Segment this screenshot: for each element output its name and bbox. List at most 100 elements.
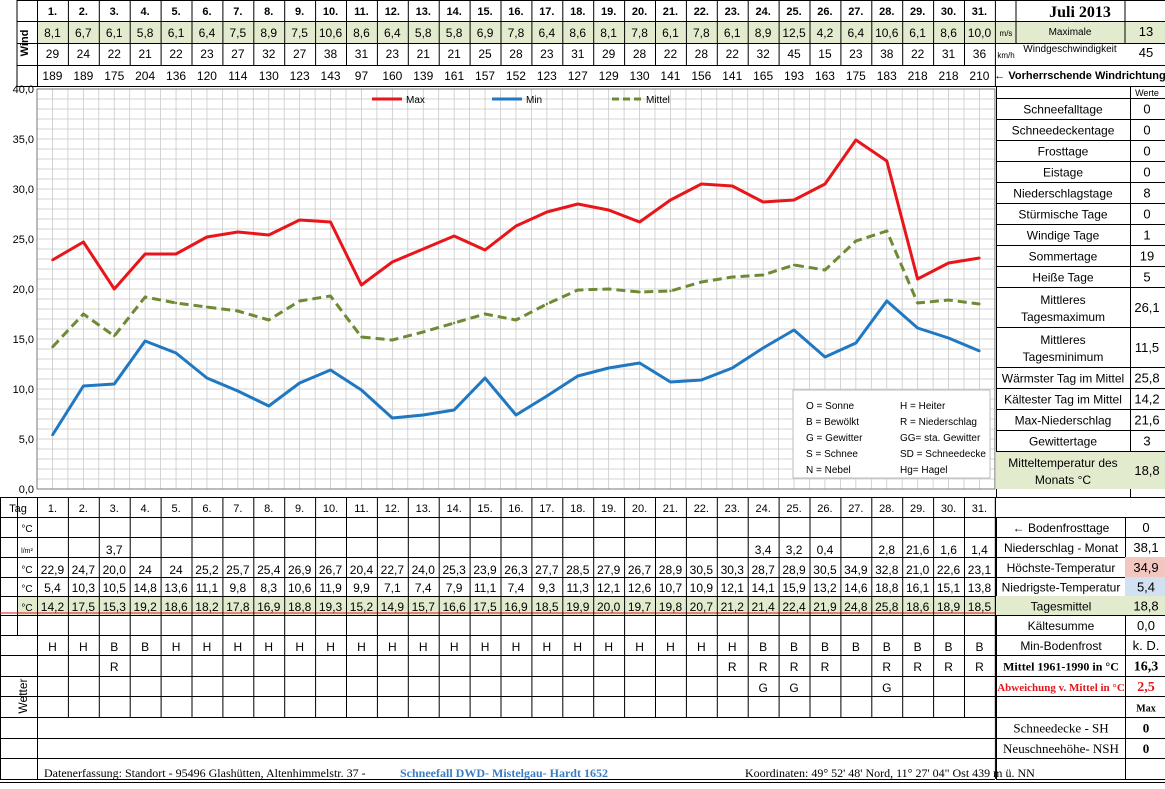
data-point-max <box>298 218 301 222</box>
min-temp-cell: 7,9 <box>446 581 463 595</box>
weather-legend-item: S = Schnee <box>806 449 858 460</box>
precip-cell: 3,7 <box>106 543 123 557</box>
max-temp-cell: 26,3 <box>504 563 528 577</box>
wind-kmh-cell: 31 <box>571 47 585 61</box>
data-point-min <box>545 394 549 398</box>
day-label: 30. <box>941 503 956 515</box>
day-label: 13. <box>416 503 431 515</box>
mean-label-highlight <box>996 596 1125 615</box>
wind-kmh-cell: 31 <box>355 47 369 61</box>
day-header: 6. <box>202 6 211 18</box>
wind-direction-cell: 193 <box>784 69 804 83</box>
bottom-stat-label: Tagesmittel <box>1031 600 1092 614</box>
data-point-min <box>700 378 703 382</box>
weather-code-cell: H <box>543 640 552 654</box>
wind-direction-cell: 165 <box>753 69 773 83</box>
data-point-max <box>391 260 394 264</box>
wind-direction-cell: 136 <box>166 69 186 83</box>
data-point-max <box>143 252 147 256</box>
wind-direction-cell: 218 <box>939 69 959 83</box>
plot-border <box>36 88 996 490</box>
wind-direction-cell: 189 <box>73 69 93 83</box>
side-stat-label: Heiße Tage <box>1032 271 1093 285</box>
min-temp-cell: 9,9 <box>353 581 370 595</box>
bottom-stat-label: Abweichung v. Mittel in °C <box>997 682 1125 694</box>
y-tick-label: 0,0 <box>19 484 34 496</box>
side-stat-label: Sommertage <box>1029 250 1098 264</box>
mean-temp-cell: 14,9 <box>381 600 405 614</box>
day-header: 5. <box>171 6 180 18</box>
min-temp-cell: 11,1 <box>196 581 219 595</box>
day-header: 12. <box>385 6 400 18</box>
side-stat-value: 8 <box>1143 186 1150 201</box>
mean-temp-cell: 25,8 <box>875 600 899 614</box>
day-label: 23. <box>725 503 740 515</box>
weather-code-cell: H <box>388 640 397 654</box>
mean-temp-cell: 19,8 <box>659 600 683 614</box>
mean-temp-cell: 22,4 <box>782 600 806 614</box>
wind-kmh-cell: 28 <box>695 47 709 61</box>
wind-direction-cell: 130 <box>259 69 279 83</box>
wind-ms-cell: 6,4 <box>848 26 865 40</box>
day-header: 27. <box>848 6 863 18</box>
side-stat-label: Mittleres <box>1040 333 1085 347</box>
page-title: Juli 2013 <box>1049 4 1111 21</box>
data-point-max <box>978 256 981 260</box>
weather-legend-item: R = Niederschlag <box>900 417 977 428</box>
min-temp-cell: 11,9 <box>319 581 342 595</box>
day-label: 9. <box>295 503 304 515</box>
day-label: 1. <box>48 503 57 515</box>
day-header: 4. <box>141 6 150 18</box>
wind-direction-cell: 129 <box>599 69 619 83</box>
footer: Datenerfassung: Standort - 95496 Glashüt… <box>0 766 1165 783</box>
max-temp-cell: 34,9 <box>844 563 868 577</box>
data-point-mittel <box>113 334 116 338</box>
data-point-mittel <box>82 312 85 316</box>
wind-kmh-cell: 22 <box>726 47 740 61</box>
min-temp-cell: 10,6 <box>288 581 312 595</box>
mean-value-highlight <box>1125 596 1165 615</box>
unit-label: l/m² <box>21 548 33 555</box>
data-point-max <box>916 277 919 281</box>
footer-coordinates: Koordinaten: 49° 52' 48' Nord, 11° 27' 0… <box>745 766 1035 780</box>
side-stat-value: 25,8 <box>1134 371 1159 386</box>
data-point-mittel <box>885 229 888 233</box>
max-temp-cell: 30,5 <box>813 563 837 577</box>
precip-cell: 3,2 <box>786 543 803 557</box>
y-tick-label: 40,0 <box>13 84 34 96</box>
data-point-max <box>885 159 888 163</box>
data-point-max <box>422 247 425 251</box>
data-point-mittel <box>391 338 394 342</box>
y-tick-label: 30,0 <box>13 184 34 196</box>
footer-snow-source: Schneefall DWD- Mistelgau- Hardt 1652 <box>400 766 608 780</box>
legend-label: Min <box>526 95 542 106</box>
data-point-min <box>885 299 888 303</box>
wind-ms-cell: 10,6 <box>319 26 343 40</box>
data-point-mittel <box>51 345 54 349</box>
wind-kmh-cell: 23 <box>200 47 214 61</box>
day-label: 25. <box>786 503 801 515</box>
side-stat-value: 5 <box>1143 270 1150 285</box>
bottom-stat-value: 0 <box>1143 741 1150 756</box>
wind-ms-cell: 7,5 <box>230 26 247 40</box>
weather-code-cell: H <box>295 640 304 654</box>
day-header: 24. <box>756 6 771 18</box>
bottom-statistics: ← Bodenfrosttage 0 Niederschlag - Monat 38,… <box>996 517 1165 780</box>
bottom-stat-label: Min-Bodenfrost <box>1020 639 1102 653</box>
max-temp-cell: 22,7 <box>381 563 405 577</box>
weather-code-cell: H <box>728 640 737 654</box>
wind-ms-cell: 8,9 <box>755 26 772 40</box>
wind-direction-cell: 97 <box>355 69 369 83</box>
data-point-mittel <box>267 318 270 322</box>
data-point-min <box>514 413 518 417</box>
day-header: 20. <box>632 6 647 18</box>
side-stat-label: Schneefalltage <box>1023 103 1103 117</box>
data-point-min <box>360 388 363 392</box>
wind-kmh-cell: 38 <box>324 47 338 61</box>
data-point-mittel <box>483 312 487 316</box>
weather-legend-item: B = Bewölkt <box>806 417 859 428</box>
wind-direction-cell: 189 <box>42 69 62 83</box>
weather-code-cell: G <box>758 681 767 695</box>
data-point-min <box>391 416 394 420</box>
mean-temp-cell: 19,2 <box>133 600 157 614</box>
